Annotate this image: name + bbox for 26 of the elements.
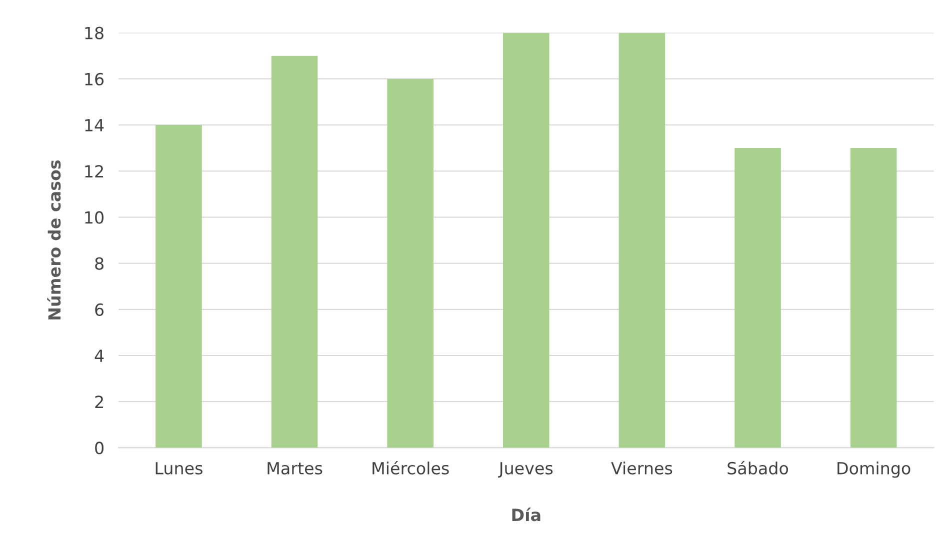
x-tick-label: Domingo [838, 462, 910, 478]
bar [156, 124, 202, 448]
y-tick-label: 6 [95, 303, 104, 316]
bar [850, 148, 897, 448]
x-tick-label: Lunes [156, 462, 202, 475]
y-tick-label: 12 [85, 165, 103, 178]
y-tick-label: 14 [85, 119, 104, 132]
bar [502, 32, 550, 448]
y-tick-label: 18 [85, 26, 104, 40]
y-tick-label: 0 [95, 442, 104, 454]
bar [387, 78, 434, 448]
x-axis-title: Día [512, 508, 540, 522]
bar [734, 148, 781, 448]
bar [618, 32, 666, 448]
x-tick-label: Martes [268, 462, 322, 475]
y-tick-label: 2 [95, 396, 103, 408]
x-tick-label: Viernes [611, 462, 672, 475]
bar [271, 56, 318, 448]
y-tick-label: 16 [85, 72, 104, 86]
y-axis-title: Número de casos [47, 160, 61, 320]
x-tick-label: Jueves [498, 462, 553, 478]
x-tick-label: Sábado [728, 460, 788, 475]
y-tick-label: 8 [95, 257, 104, 270]
y-tick-label: 4 [94, 350, 104, 362]
x-tick-label: Miércoles [372, 460, 449, 475]
y-tick-label: 10 [85, 211, 104, 224]
